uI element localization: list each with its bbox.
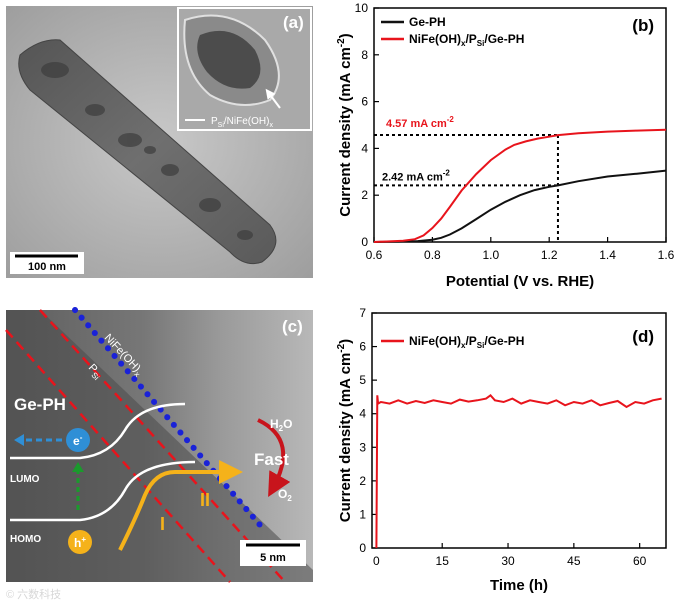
electron-circle — [66, 428, 90, 452]
y-tick-label-d: 4 — [359, 407, 366, 421]
interface-line-1 — [5, 329, 231, 583]
legend-label-d: NiFe(OH)x/PSi/Ge-PH — [409, 334, 524, 350]
step-one-label: I — [160, 514, 165, 534]
y-tick-label-d: 0 — [359, 541, 366, 555]
hole-transfer-path — [118, 460, 243, 551]
y-tick-label-b: 10 — [355, 1, 369, 15]
ge-ph-label: Ge-PH — [14, 395, 66, 414]
x-tick-label-d: 30 — [501, 554, 515, 568]
excitation-arrowhead — [72, 462, 84, 472]
x-tick-label-b: 0.8 — [424, 248, 441, 262]
y-tick-label-d: 3 — [359, 440, 366, 454]
x-tick-label-d: 15 — [436, 554, 450, 568]
x-tick-label-b: 1.0 — [482, 248, 499, 262]
nife-boundary — [72, 307, 263, 528]
x-tick-label-b: 1.6 — [658, 248, 675, 262]
x-axis-label-b: Potential (V vs. RHE) — [446, 273, 594, 290]
y-tick-label-d: 7 — [359, 306, 366, 320]
homo-curve — [10, 460, 196, 522]
annotation-black-b: 2.42 mA cm-2 — [382, 168, 450, 183]
nanorod-texture — [41, 62, 253, 240]
interface-line-2 — [39, 309, 286, 583]
x-tick-label-b: 0.6 — [366, 248, 383, 262]
fast-label: Fast — [254, 450, 289, 469]
panel-b: 0.6 0.8 1.0 1.2 1.4 1.6 0 2 4 6 8 10 Potential (V vs… — [336, 1, 675, 290]
electron-arrowhead — [14, 434, 24, 446]
series-line-b-0 — [373, 169, 667, 243]
y-tick-label-b: 6 — [361, 95, 368, 109]
x-tick-label-b: 1.2 — [541, 248, 558, 262]
inset-arrow — [265, 88, 281, 109]
watermark: © 六数科技 — [6, 587, 61, 601]
series-line-b-1 — [373, 128, 667, 243]
plot-frame-b — [373, 7, 667, 243]
x-tick-label-d: 0 — [373, 554, 380, 568]
panel-d-letter: (d) — [632, 327, 654, 346]
hole-circle — [68, 530, 92, 554]
step-two-label: II — [200, 490, 210, 510]
oxidation-arrow — [257, 418, 291, 497]
panel-b-letter: (b) — [632, 16, 654, 35]
y-tick-label-d: 1 — [359, 507, 366, 521]
legend-label-b: Ge-PH — [409, 15, 446, 29]
electron-label: e- — [73, 433, 83, 448]
scale-bar-label-c: 5 nm — [260, 552, 286, 564]
y-tick-label-b: 0 — [361, 235, 368, 249]
y-tick-label-b: 8 — [361, 48, 368, 62]
legend-label-b: NiFe(OH)x/PSi/Ge-PH — [409, 32, 524, 48]
y-tick-label-d: 6 — [359, 340, 366, 354]
y-axis-label-b: Current density (mA cm-2) — [336, 33, 354, 216]
y-tick-label-b: 2 — [361, 188, 368, 202]
lumo-curve — [10, 402, 186, 460]
ge-ph-region — [6, 310, 313, 582]
y-tick-label-d: 5 — [359, 373, 366, 387]
plot-frame-d — [371, 312, 667, 549]
homo-label: HOMO — [10, 534, 41, 545]
panel-a-letter: (a) — [283, 13, 304, 32]
y-tick-label-b: 4 — [361, 141, 368, 155]
x-tick-label-d: 60 — [633, 554, 647, 568]
x-axis-label-d: Time (h) — [490, 577, 548, 594]
o2-label: O2 — [278, 487, 292, 503]
series-line-d-0 — [375, 393, 662, 549]
scale-bar-label: 100 nm — [28, 261, 66, 273]
hole-label: h+ — [74, 535, 86, 550]
x-tick-label-d: 45 — [567, 554, 581, 568]
panel-a: PSi/NiFe(OH)x (a) 100 nm — [6, 6, 313, 278]
annotation-red-b: 4.57 mA cm-2 — [386, 115, 454, 130]
panel-c-letter: (c) — [282, 317, 303, 336]
y-tick-label-d: 2 — [359, 474, 366, 488]
inset-core — [197, 30, 261, 89]
panel-c: (c) NiFe(OH)x PSi Ge-PH LUMO HOMO e- h+ … — [5, 307, 313, 583]
y-axis-label-d: Current density (mA cm-2) — [336, 339, 354, 522]
x-tick-label-b: 1.4 — [599, 248, 616, 262]
lumo-label: LUMO — [10, 474, 40, 485]
inset-label: PSi/NiFe(OH)x — [211, 116, 273, 129]
h2o-label: H2O — [270, 417, 292, 433]
